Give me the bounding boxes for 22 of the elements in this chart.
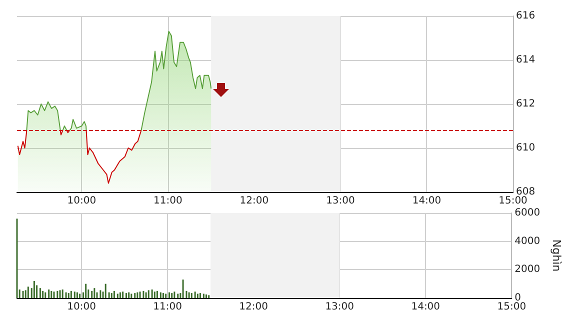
x-tick-label: 11:00 (153, 302, 182, 312)
x-tick-label: 14:00 (412, 196, 442, 206)
y-axis-title: Nghìn (550, 239, 563, 272)
y-tick-label: 616 (516, 10, 536, 22)
x-tick-label: 13:00 (326, 196, 355, 206)
y-tick-label: 0 (514, 292, 522, 304)
y-tick-label: 610 (516, 142, 536, 154)
x-tick-label: 14:00 (411, 302, 440, 312)
x-tick-label: 15:00 (498, 196, 528, 206)
y-tick-label: 4000 (514, 236, 540, 247)
x-tick-label: 12:00 (239, 302, 268, 312)
y-tick-label: 6000 (514, 208, 540, 218)
x-tick-label: 12:00 (240, 196, 269, 206)
x-tick-label: 10:00 (67, 196, 96, 206)
y-tick-label: 614 (516, 54, 536, 66)
x-tick-label: 13:00 (325, 302, 354, 312)
x-tick-label: 10:00 (67, 302, 96, 312)
y-tick-label: 608 (516, 186, 536, 198)
y-tick-label: 2000 (514, 264, 540, 276)
x-tick-label: 15:00 (497, 302, 526, 312)
x-tick-label: 11:00 (154, 196, 182, 206)
y-tick-label: 612 (516, 98, 536, 110)
